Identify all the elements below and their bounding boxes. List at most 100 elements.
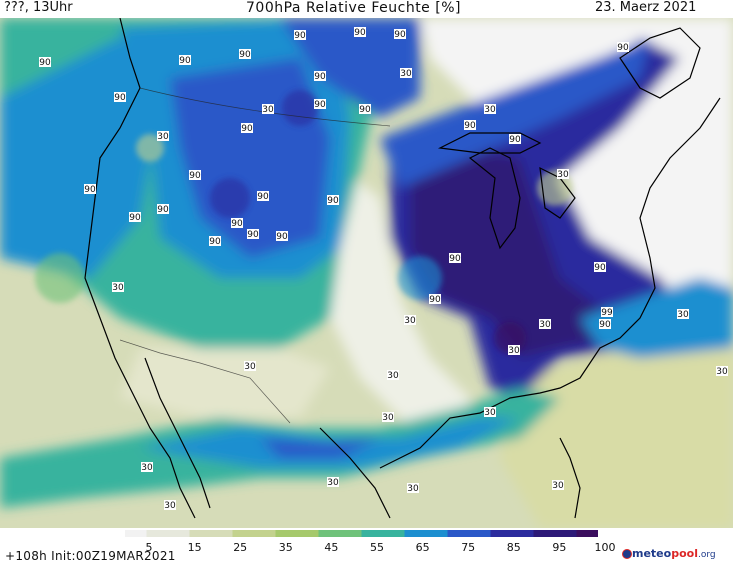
- contour-label-bg: [327, 195, 339, 205]
- contour-label-bg: [112, 282, 124, 292]
- contour-label: 30: [677, 310, 689, 320]
- colorbar-swatch: [232, 530, 276, 537]
- legend-tick: 5: [145, 541, 153, 554]
- contour-label: 30: [141, 463, 153, 473]
- contour-label-bg: [157, 204, 169, 214]
- legend-tick: 100: [594, 541, 616, 554]
- colorbar-swatch: [576, 530, 598, 537]
- contour-label: 99: [601, 308, 613, 318]
- colorbar-swatch: [361, 530, 405, 537]
- contour-label-bg: [354, 27, 366, 37]
- contour-labels: 90 90 90 90 90 90 90 90 90 90 90 90 90 90 90 90 90 90 90 90…: [39, 27, 728, 511]
- contour-label: 30: [112, 283, 124, 293]
- colorbar-swatch: [189, 530, 233, 537]
- contour-label: 30: [407, 484, 419, 494]
- contour-label: 30: [404, 316, 416, 326]
- legend-tick: 35: [278, 541, 293, 554]
- contour-label-bg: [557, 169, 569, 179]
- contour-label: 90: [449, 254, 461, 264]
- colorbar-swatches: [125, 530, 598, 537]
- contour-label-bg: [617, 42, 629, 52]
- contour-label-bg: [484, 407, 496, 417]
- legend-tick: 95: [552, 541, 567, 554]
- contour-label-bg: [39, 57, 51, 67]
- map-title: 700hPa Relative Feuchte [%]: [246, 0, 461, 16]
- contour-label-bg: [244, 361, 256, 371]
- contour-label: 90: [157, 205, 169, 215]
- contour-label: 90: [617, 43, 629, 53]
- contour-label-bg: [164, 500, 176, 510]
- logo-text-meteo: meteo: [632, 547, 672, 560]
- contour-label: 90: [84, 185, 96, 195]
- contour-label: 30: [164, 501, 176, 511]
- contour-label-bg: [327, 477, 339, 487]
- contour-label: 90: [314, 72, 326, 82]
- contour-label-bg: [429, 294, 441, 304]
- contour-label-bg: [382, 412, 394, 422]
- borders: [119, 87, 391, 424]
- contour-label: 90: [394, 30, 406, 40]
- contour-label: 90: [179, 56, 191, 66]
- contour-label-bg: [84, 184, 96, 194]
- colorbar-swatch: [490, 530, 534, 537]
- contour-label: 90: [247, 230, 259, 240]
- contour-label-bg: [257, 191, 269, 201]
- colorbar: 5 15 25 35 45 55 65 75 85 95 100: [0, 528, 733, 566]
- contour-label-bg: [231, 218, 243, 228]
- contour-label-bg: [449, 253, 461, 263]
- contour-label: 90: [594, 263, 606, 273]
- legend-tick: 85: [506, 541, 521, 554]
- contour-label: 30: [327, 478, 339, 488]
- colorbar-swatch: [447, 530, 491, 537]
- contour-label: 30: [157, 132, 169, 142]
- contour-label-bg: [407, 483, 419, 493]
- colorbar-swatch: [125, 530, 147, 537]
- contour-label: 30: [382, 413, 394, 423]
- contour-label-bg: [294, 30, 306, 40]
- contour-label: 90: [314, 100, 326, 110]
- legend-tick: 75: [461, 541, 476, 554]
- contour-label-bg: [189, 170, 201, 180]
- contour-label: 90: [327, 196, 339, 206]
- logo-text-pool: pool: [671, 547, 698, 560]
- contour-label: 90: [39, 58, 51, 68]
- contour-label: 90: [189, 171, 201, 181]
- forecast-run-label: +108h Init:00Z19MAR2021: [5, 549, 176, 563]
- contour-label: 30: [262, 105, 274, 115]
- contour-label: 90: [429, 295, 441, 305]
- colorbar-swatch: [146, 530, 190, 537]
- contour-label: 30: [716, 367, 728, 377]
- meteopool-logo[interactable]: meteopool.org: [632, 547, 716, 560]
- contour-label-bg: [601, 307, 613, 317]
- humidity-map: 90 90 90 90 90 90 90 90 90 90 90 90 90 90 90 90 90 90 90 90…: [0, 18, 733, 528]
- valid-date: 23. Maerz 2021: [595, 0, 697, 15]
- contour-label: 30: [539, 320, 551, 330]
- colorbar-swatch: [404, 530, 448, 537]
- contour-label-bg: [114, 92, 126, 102]
- contour-label-bg: [464, 120, 476, 130]
- contour-label-bg: [508, 345, 520, 355]
- contour-label: 30: [387, 371, 399, 381]
- contour-label: 30: [484, 408, 496, 418]
- contour-label-bg: [179, 55, 191, 65]
- contour-label: 90: [294, 31, 306, 41]
- logo-text-org: .org: [697, 550, 716, 560]
- legend-tick: 25: [233, 541, 248, 554]
- contour-label-bg: [394, 29, 406, 39]
- contour-label: 90: [599, 320, 611, 330]
- contour-label: 90: [241, 124, 253, 134]
- contour-label-bg: [276, 231, 288, 241]
- meteopool-logo-icon[interactable]: [622, 549, 632, 559]
- contour-label: 90: [239, 50, 251, 60]
- contour-label-bg: [129, 212, 141, 222]
- contour-label: 90: [464, 121, 476, 131]
- contour-label-bg: [539, 319, 551, 329]
- legend-tick: 45: [324, 541, 339, 554]
- contour-label: 90: [276, 232, 288, 242]
- contour-label: 30: [557, 170, 569, 180]
- legend-tick: 65: [415, 541, 430, 554]
- contour-label: 90: [509, 135, 521, 145]
- contour-label-bg: [552, 480, 564, 490]
- colorbar-swatch: [275, 530, 319, 537]
- contour-label-bg: [594, 262, 606, 272]
